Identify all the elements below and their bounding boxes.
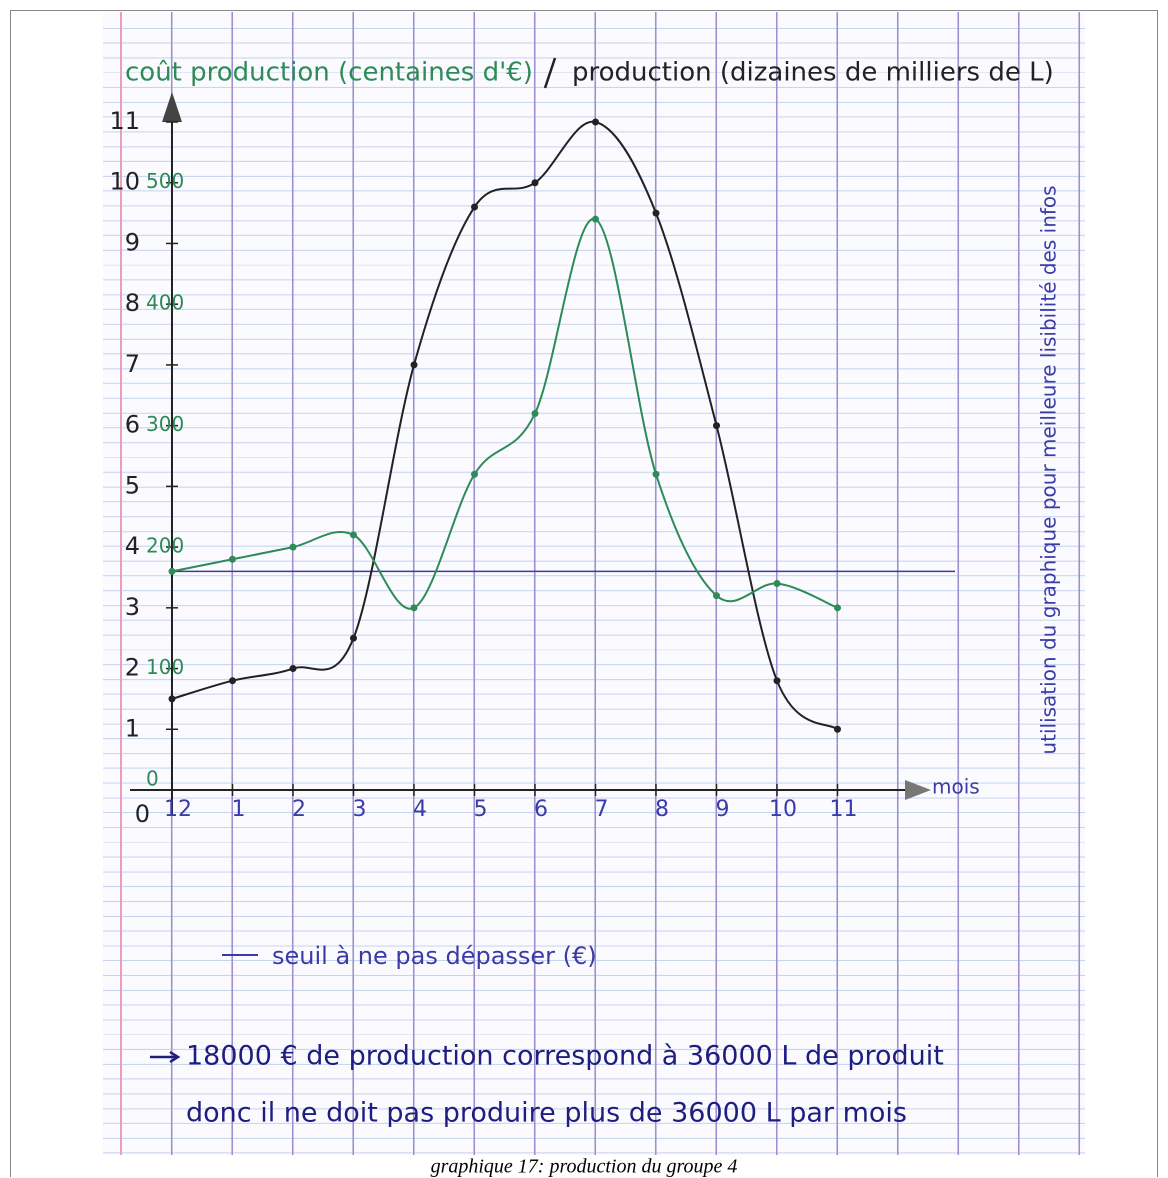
x-tick-label: 2 (292, 797, 306, 822)
legend-label: seuil à ne pas dépasser (€) (272, 942, 597, 970)
title-separator (543, 57, 557, 89)
data-point (713, 592, 720, 600)
y2-tick-label: 300 (146, 412, 184, 436)
y-axis-arrow (162, 92, 182, 122)
x-tick-label: 12 (164, 797, 192, 822)
x-tick-label: 5 (474, 797, 488, 822)
y-tick-label: 0 (135, 800, 150, 828)
x-tick-label: 4 (413, 797, 427, 822)
note-arrow (150, 1050, 181, 1064)
data-point (834, 604, 841, 612)
data-point (834, 725, 841, 733)
x-tick-label: 6 (534, 797, 548, 822)
data-point (289, 665, 297, 673)
y-tick-label: 3 (125, 593, 140, 621)
caption: graphique 17: production du groupe 4 (431, 1156, 738, 1178)
y-tick-label: 9 (125, 228, 140, 256)
series-line (171, 218, 838, 610)
data-point (410, 361, 418, 369)
data-point (168, 567, 176, 575)
data-point (773, 580, 781, 588)
data-point (471, 470, 478, 478)
note-line: donc il ne doit pas produire plus de 360… (186, 1098, 907, 1129)
y-tick-label: 6 (125, 411, 140, 439)
data-point (289, 543, 297, 551)
y-tick-label: 11 (109, 107, 140, 135)
data-point (410, 604, 418, 612)
x-tick-label: 9 (716, 797, 730, 822)
x-axis-label: mois (932, 775, 980, 799)
data-point (229, 677, 236, 685)
data-point (592, 118, 599, 126)
x-tick-label: 8 (655, 797, 669, 822)
y2-tick-label: 400 (146, 291, 184, 315)
data-point (652, 470, 660, 478)
data-point (773, 677, 781, 685)
data-point (168, 695, 176, 703)
data-point (350, 634, 357, 642)
side-note: utilisation du graphique pour meilleure … (1037, 185, 1061, 754)
margin-line (120, 12, 122, 1155)
x-tick-label: 1 (232, 797, 246, 822)
y-tick-label: 4 (125, 532, 140, 560)
data-point (350, 531, 357, 539)
data-point (713, 422, 720, 430)
y-tick-label: 2 (125, 654, 140, 682)
y-tick-label: 7 (125, 350, 140, 378)
series-line (171, 120, 839, 731)
data-point (652, 209, 660, 217)
y-tick-label: 5 (125, 471, 140, 499)
x-tick-label: 7 (595, 797, 609, 822)
y2-tick-label: 100 (146, 655, 184, 679)
y-axis-label: production (dizaines de milliers de L) (572, 58, 1054, 88)
x-axis-arrow (905, 780, 931, 800)
y2-axis-label: coût production (centaines d'€) (125, 58, 533, 88)
x-tick-label: 11 (830, 797, 858, 822)
y2-tick-label: 200 (146, 534, 184, 558)
data-point (531, 409, 539, 417)
data-point (531, 179, 539, 187)
graph-paper (103, 12, 1085, 1155)
y2-tick-label: 0 (146, 767, 159, 791)
x-tick-label: 3 (353, 797, 367, 822)
y2-tick-label: 500 (146, 169, 184, 193)
y-tick-label: 8 (125, 289, 140, 317)
data-point (471, 203, 478, 211)
data-point (592, 215, 599, 223)
frame (10, 10, 1158, 1177)
y-tick-label: 1 (125, 714, 140, 742)
y-tick-label: 10 (109, 168, 140, 196)
x-tick-label: 10 (769, 797, 797, 822)
data-point (229, 555, 236, 563)
note-line: 18000 € de production correspond à 36000… (186, 1041, 944, 1072)
